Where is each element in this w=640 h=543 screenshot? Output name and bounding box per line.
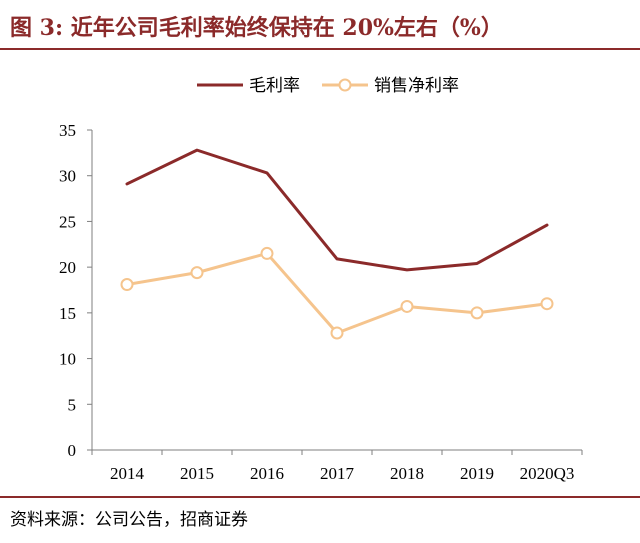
data-point (190, 266, 204, 280)
data-point (470, 306, 484, 320)
data-point (400, 299, 414, 313)
y-tick-label: 25 (59, 212, 76, 231)
data-point (540, 297, 554, 311)
data-point (120, 278, 134, 292)
y-tick-label: 20 (59, 258, 76, 277)
series-layer (120, 148, 554, 340)
y-tick-label: 0 (68, 441, 77, 460)
source-note: 资料来源：公司公告，招商证券 (10, 510, 248, 530)
x-tick-label: 2019 (460, 464, 494, 483)
y-tick-label: 10 (59, 350, 76, 369)
x-tick-label: 2016 (250, 464, 284, 483)
x-tick-label: 2017 (320, 464, 355, 483)
series-line-net-margin (125, 251, 549, 335)
y-tick-label: 35 (59, 121, 76, 140)
x-tick-label: 2014 (110, 464, 145, 483)
series-line-gross-margin (125, 148, 549, 272)
legend-label: 毛利率 (249, 76, 300, 96)
data-point (330, 326, 344, 340)
y-tick-label: 5 (68, 395, 77, 414)
chart-title: 图 3: 近年公司毛利率始终保持在 20%左右（%） (10, 15, 503, 41)
axes: 0 5 10 15 20 25 30 35 2014 2015 2016 2017 2018 2019 20… (59, 121, 583, 483)
legend-swatch-marker (338, 78, 352, 92)
x-tick-label: 2015 (180, 464, 214, 483)
source-divider (0, 496, 640, 498)
x-tick-label: 2018 (390, 464, 424, 483)
y-tick-label: 15 (59, 304, 76, 323)
data-point (260, 246, 274, 260)
legend: 毛利率 销售净利率 (197, 76, 459, 96)
x-tick-label: 2020Q3 (520, 464, 575, 483)
title-divider (0, 48, 640, 50)
y-tick-label: 30 (59, 167, 76, 186)
legend-label: 销售净利率 (374, 76, 459, 96)
